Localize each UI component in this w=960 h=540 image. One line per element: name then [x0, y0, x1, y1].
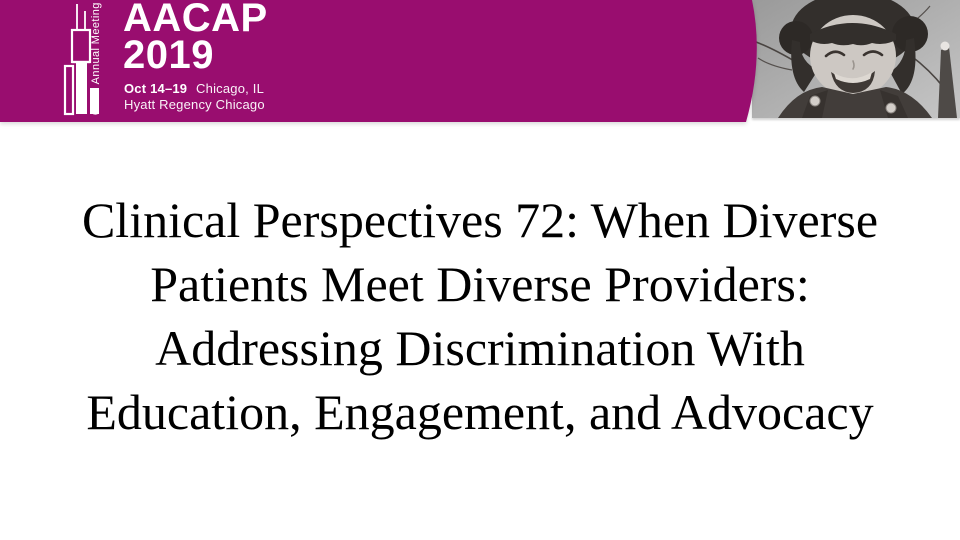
child-photo — [752, 0, 960, 118]
willis-tower-icon — [63, 4, 99, 116]
header-banner: 66th Annual Meeting AACAP 2019 Oct 14–19… — [0, 0, 960, 122]
meeting-dates: Oct 14–19 — [124, 81, 188, 96]
dates-line: Oct 14–19 Chicago, IL — [124, 81, 264, 96]
session-title-line-2: Patients Meet Diverse Providers: — [150, 256, 810, 312]
meeting-label: Annual Meeting — [90, 2, 102, 85]
child-photo-illustration — [752, 0, 960, 118]
meeting-venue: Hyatt Regency Chicago — [124, 97, 265, 112]
meeting-city: Chicago, IL — [196, 81, 265, 96]
org-name: AACAP — [123, 0, 268, 40]
annual-meeting-vertical-label: 66th Annual Meeting — [89, 2, 103, 115]
meeting-year: 2019 — [123, 33, 214, 77]
banner-background-shape — [0, 0, 757, 122]
session-title-line-1: Clinical Perspectives 72: When Diverse — [81, 192, 879, 248]
aacap-logo: 66th Annual Meeting AACAP 2019 Oct 14–19… — [0, 0, 770, 122]
session-title-line-4: Education, Engagement, and Advocacy — [86, 384, 874, 440]
session-title: Clinical Perspectives 72: When Diverse P… — [0, 188, 960, 444]
session-title-line-3: Addressing Discrimination With — [155, 320, 805, 376]
meeting-number: 66th — [90, 90, 102, 115]
